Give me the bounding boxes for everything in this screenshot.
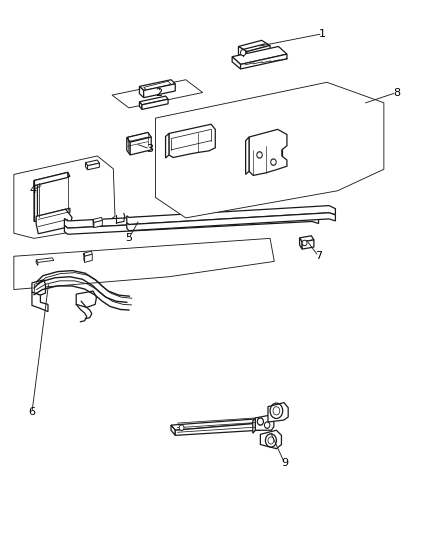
Text: 5: 5 — [125, 233, 132, 244]
Polygon shape — [252, 418, 255, 433]
Polygon shape — [248, 130, 286, 175]
Polygon shape — [139, 86, 143, 98]
Circle shape — [258, 419, 261, 424]
Polygon shape — [238, 46, 246, 59]
Polygon shape — [14, 156, 115, 238]
Polygon shape — [32, 292, 48, 311]
Polygon shape — [85, 254, 92, 262]
Polygon shape — [141, 99, 168, 109]
Polygon shape — [34, 172, 67, 185]
Polygon shape — [143, 84, 175, 98]
Polygon shape — [165, 133, 169, 158]
Polygon shape — [127, 138, 130, 155]
Text: 8: 8 — [392, 87, 399, 98]
Circle shape — [180, 426, 182, 429]
Circle shape — [257, 418, 263, 425]
Polygon shape — [169, 124, 215, 158]
Polygon shape — [171, 425, 175, 435]
Polygon shape — [36, 209, 72, 234]
Polygon shape — [36, 258, 54, 262]
Circle shape — [240, 50, 245, 55]
Polygon shape — [139, 96, 168, 105]
Polygon shape — [232, 56, 240, 69]
Polygon shape — [127, 132, 151, 142]
Polygon shape — [245, 137, 248, 174]
Polygon shape — [88, 163, 99, 170]
Circle shape — [258, 153, 261, 157]
Circle shape — [241, 51, 244, 54]
Polygon shape — [299, 238, 301, 249]
Circle shape — [302, 240, 306, 246]
Text: 9: 9 — [281, 458, 288, 469]
Polygon shape — [238, 41, 269, 52]
Polygon shape — [112, 80, 202, 108]
Circle shape — [265, 423, 268, 427]
Polygon shape — [14, 238, 274, 289]
Text: 2: 2 — [155, 87, 162, 98]
Polygon shape — [175, 423, 259, 435]
Polygon shape — [232, 46, 286, 64]
Polygon shape — [139, 80, 175, 91]
Polygon shape — [84, 251, 92, 256]
Polygon shape — [246, 45, 269, 59]
Polygon shape — [130, 137, 151, 155]
Polygon shape — [93, 217, 102, 222]
Polygon shape — [155, 82, 383, 218]
Polygon shape — [267, 402, 287, 422]
Circle shape — [270, 159, 276, 165]
Polygon shape — [85, 160, 99, 166]
Polygon shape — [34, 172, 70, 222]
Polygon shape — [64, 215, 318, 235]
Polygon shape — [260, 430, 281, 449]
Polygon shape — [85, 163, 88, 170]
Circle shape — [179, 425, 183, 430]
Polygon shape — [127, 213, 335, 231]
Polygon shape — [84, 253, 85, 262]
Circle shape — [256, 152, 261, 158]
Polygon shape — [94, 221, 102, 228]
Polygon shape — [36, 260, 38, 265]
Circle shape — [271, 160, 274, 164]
Polygon shape — [301, 240, 313, 249]
Polygon shape — [76, 291, 96, 308]
Polygon shape — [139, 102, 141, 109]
Text: 6: 6 — [28, 407, 35, 417]
Polygon shape — [93, 220, 94, 228]
Circle shape — [264, 422, 269, 428]
Polygon shape — [240, 54, 286, 69]
Polygon shape — [64, 208, 318, 228]
Text: 1: 1 — [318, 29, 325, 39]
Text: 7: 7 — [314, 251, 321, 261]
Text: 3: 3 — [146, 144, 153, 154]
Polygon shape — [32, 280, 46, 295]
Polygon shape — [127, 206, 335, 224]
Text: 4: 4 — [30, 185, 37, 195]
Polygon shape — [143, 81, 171, 90]
Polygon shape — [171, 419, 259, 430]
Circle shape — [303, 241, 305, 245]
Polygon shape — [299, 236, 313, 242]
Polygon shape — [255, 415, 273, 430]
